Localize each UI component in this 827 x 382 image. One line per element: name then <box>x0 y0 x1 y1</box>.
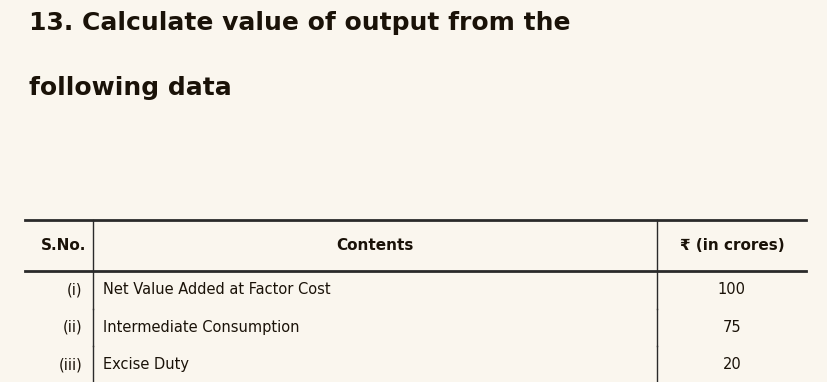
Text: ₹ (in crores): ₹ (in crores) <box>680 238 784 253</box>
Text: 100: 100 <box>718 282 746 298</box>
Text: (iii): (iii) <box>59 357 83 372</box>
Text: following data: following data <box>29 76 232 100</box>
Text: Contents: Contents <box>337 238 414 253</box>
Text: 13. Calculate value of output from the: 13. Calculate value of output from the <box>29 11 571 36</box>
Text: Net Value Added at Factor Cost: Net Value Added at Factor Cost <box>103 282 330 298</box>
Text: (i): (i) <box>67 282 83 298</box>
Text: S.No.: S.No. <box>41 238 86 253</box>
Text: 75: 75 <box>723 320 741 335</box>
Text: 20: 20 <box>723 357 741 372</box>
Text: Excise Duty: Excise Duty <box>103 357 189 372</box>
Text: Intermediate Consumption: Intermediate Consumption <box>103 320 299 335</box>
Text: (ii): (ii) <box>63 320 83 335</box>
